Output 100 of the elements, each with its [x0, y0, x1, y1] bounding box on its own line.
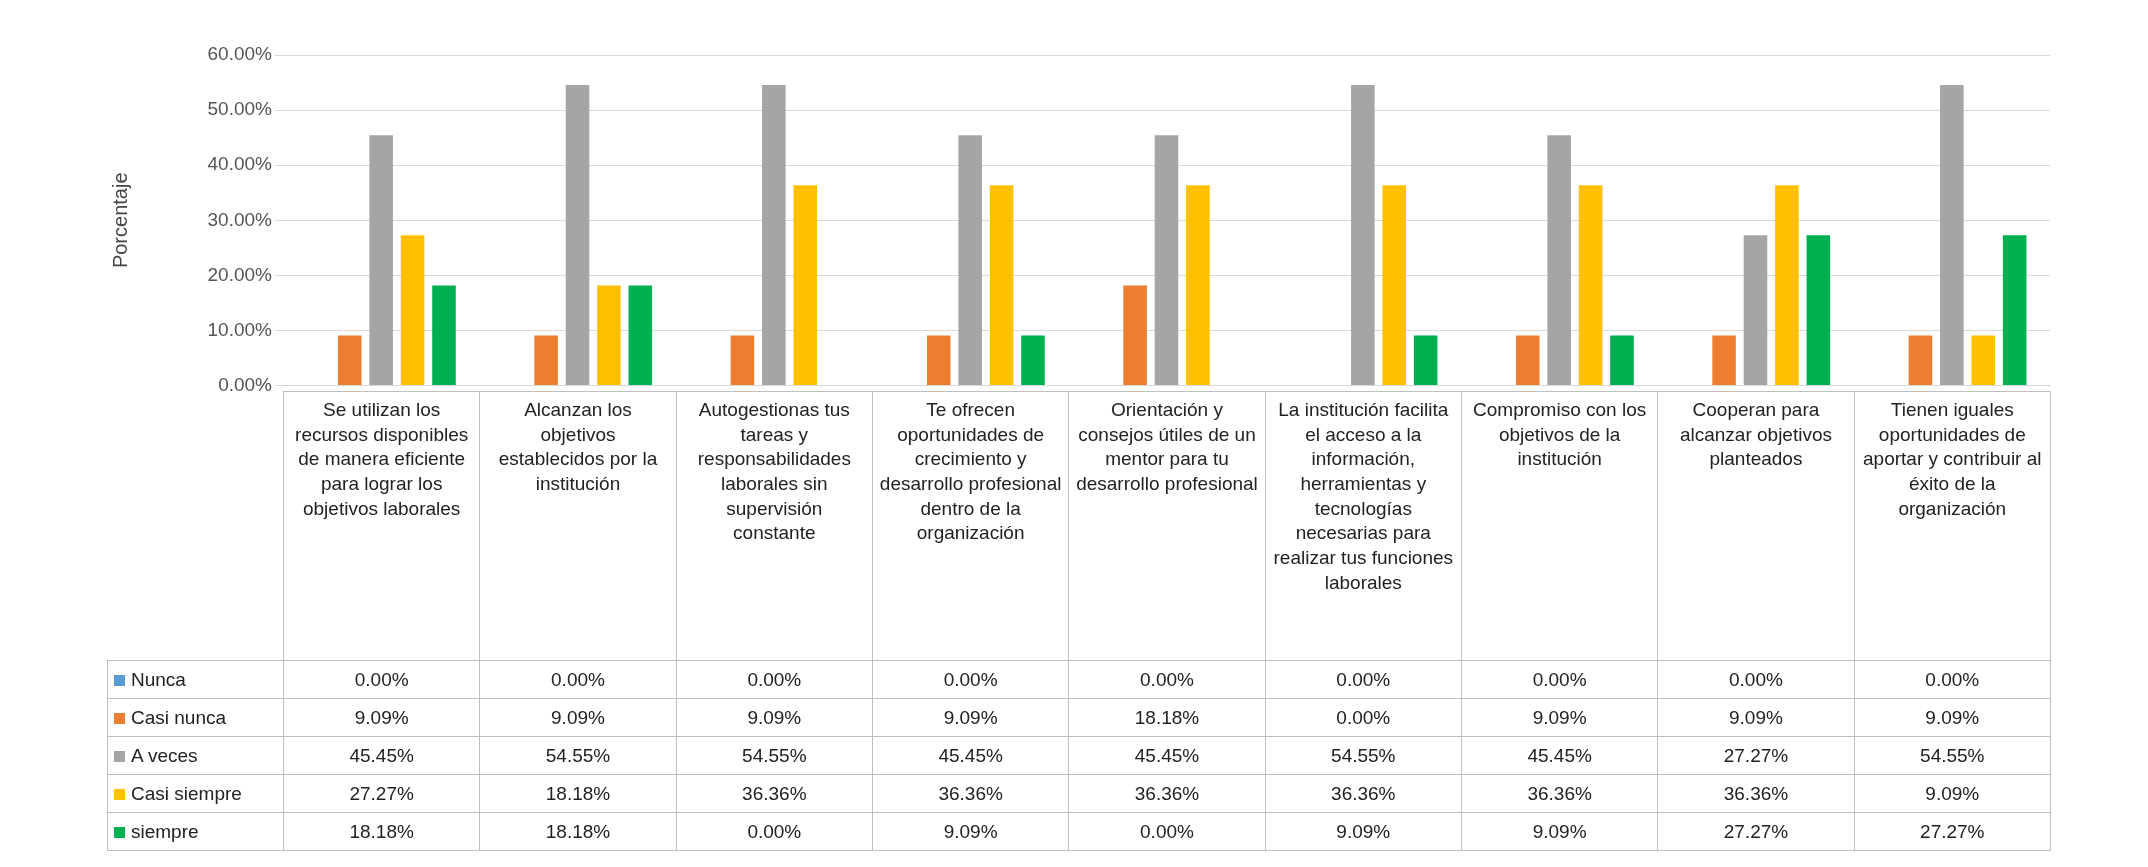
data-label: 36.36%	[1068, 774, 1266, 813]
data-label: 27.27%	[1657, 812, 1855, 851]
data-label: 9.09%	[283, 698, 480, 737]
y-tick-label: 30.00%	[207, 208, 273, 230]
bar	[1806, 235, 1831, 386]
bar	[989, 185, 1014, 386]
data-label: 9.09%	[676, 698, 873, 737]
bar	[958, 135, 982, 386]
data-label: 9.09%	[1657, 698, 1855, 737]
bar	[1712, 335, 1736, 386]
x-tick-label: Te ofrecen oportunidades de crecimiento y desarrollo profesional dentro de la organización	[872, 391, 1069, 661]
data-label: 0.00%	[676, 812, 873, 851]
y-tick-label: 50.00%	[207, 98, 273, 120]
bar	[730, 335, 755, 386]
y-tick-label: 60.00%	[207, 43, 273, 65]
data-label: 54.55%	[1854, 736, 2051, 775]
bar	[1413, 335, 1438, 386]
bar	[1382, 185, 1407, 386]
bar	[2002, 235, 2027, 386]
x-tick-label: La institución facilita el acceso a la información, herramientas y tecnologías necesarias para realizar tus funciones laborales	[1265, 391, 1462, 661]
bar	[1547, 135, 1571, 386]
bar	[1351, 85, 1375, 386]
data-label: 9.09%	[872, 698, 1069, 737]
data-label: 9.09%	[1854, 774, 2051, 813]
bar	[597, 285, 621, 386]
bar	[628, 285, 653, 386]
data-label: 9.09%	[1265, 812, 1462, 851]
data-label: 0.00%	[1068, 812, 1266, 851]
bar	[1775, 185, 1799, 386]
x-tick-label: Se utilizan los recursos disponibles de manera eficiente para lograr los objetivos laborales	[283, 391, 480, 661]
bar	[793, 185, 818, 386]
legend-label: siempre	[107, 812, 284, 851]
data-label: 0.00%	[1461, 660, 1658, 699]
data-label: 0.00%	[1854, 660, 2051, 699]
data-label: 0.00%	[1265, 698, 1462, 737]
data-label: 0.00%	[479, 660, 677, 699]
bar	[1578, 185, 1603, 386]
bar	[337, 335, 362, 386]
y-tick-label: 40.00%	[207, 153, 273, 175]
bar	[762, 85, 786, 386]
bar	[1154, 135, 1179, 386]
legend-label: Casi siempre	[107, 774, 284, 813]
data-label: 9.09%	[1461, 698, 1658, 737]
bar	[1940, 85, 1964, 386]
y-tick-label: 20.00%	[207, 263, 273, 285]
bar	[1021, 335, 1045, 386]
data-label: 18.18%	[283, 812, 480, 851]
data-label: 18.18%	[479, 812, 677, 851]
bar	[1610, 335, 1634, 386]
bar	[432, 285, 456, 386]
legend-label: Casi nunca	[107, 698, 284, 737]
x-tick-label: Autogestionas tus tareas y responsabilidades laborales sin supervisión constante	[676, 391, 873, 661]
y-tick-label: 0.00%	[218, 373, 273, 395]
legend-label: Nunca	[107, 660, 284, 699]
bar	[534, 335, 558, 386]
data-label: 45.45%	[1461, 736, 1658, 775]
data-label: 27.27%	[1854, 812, 2051, 851]
bar	[400, 235, 425, 386]
data-label: 0.00%	[283, 660, 480, 699]
x-tick-label: Alcanzan los objetivos establecidos por la institución	[479, 391, 677, 661]
y-tick-label: 10.00%	[207, 318, 273, 340]
data-label: 0.00%	[872, 660, 1069, 699]
data-label: 36.36%	[1265, 774, 1462, 813]
bar	[926, 335, 951, 386]
data-label: 36.36%	[1657, 774, 1855, 813]
data-label: 9.09%	[1854, 698, 2051, 737]
x-tick-label: Orientación y consejos útiles de un mentor para tu desarrollo profesional	[1068, 391, 1266, 661]
data-label: 9.09%	[872, 812, 1069, 851]
data-label: 18.18%	[1068, 698, 1266, 737]
data-label: 0.00%	[1265, 660, 1462, 699]
data-label: 36.36%	[1461, 774, 1658, 813]
data-label: 36.36%	[872, 774, 1069, 813]
bar	[1186, 185, 1210, 386]
data-label: 27.27%	[283, 774, 480, 813]
x-tick-label: Cooperan para alcanzar objetivos planteados	[1657, 391, 1855, 661]
bar	[1515, 335, 1540, 386]
data-label: 45.45%	[1068, 736, 1266, 775]
bar	[1908, 335, 1933, 386]
data-label: 54.55%	[676, 736, 873, 775]
data-label: 0.00%	[1657, 660, 1855, 699]
bar	[369, 135, 393, 386]
bar	[1743, 235, 1768, 386]
y-axis-title: Porcentaje	[108, 172, 131, 269]
data-label: 9.09%	[1461, 812, 1658, 851]
data-label: 18.18%	[479, 774, 677, 813]
bar	[1123, 285, 1147, 386]
data-label: 45.45%	[872, 736, 1069, 775]
data-label: 54.55%	[1265, 736, 1462, 775]
data-label: 9.09%	[479, 698, 677, 737]
x-tick-label: Tienen iguales oportunidades de aportar y contribuir al éxito de la organización	[1854, 391, 2051, 661]
data-label: 0.00%	[1068, 660, 1266, 699]
data-label: 54.55%	[479, 736, 677, 775]
bar	[1971, 335, 1996, 386]
data-label: 27.27%	[1657, 736, 1855, 775]
data-label: 0.00%	[676, 660, 873, 699]
data-label: 45.45%	[283, 736, 480, 775]
legend-label: A veces	[107, 736, 284, 775]
x-tick-label: Compromiso con los objetivos de la institución	[1461, 391, 1658, 661]
bar	[565, 85, 590, 386]
data-label: 36.36%	[676, 774, 873, 813]
